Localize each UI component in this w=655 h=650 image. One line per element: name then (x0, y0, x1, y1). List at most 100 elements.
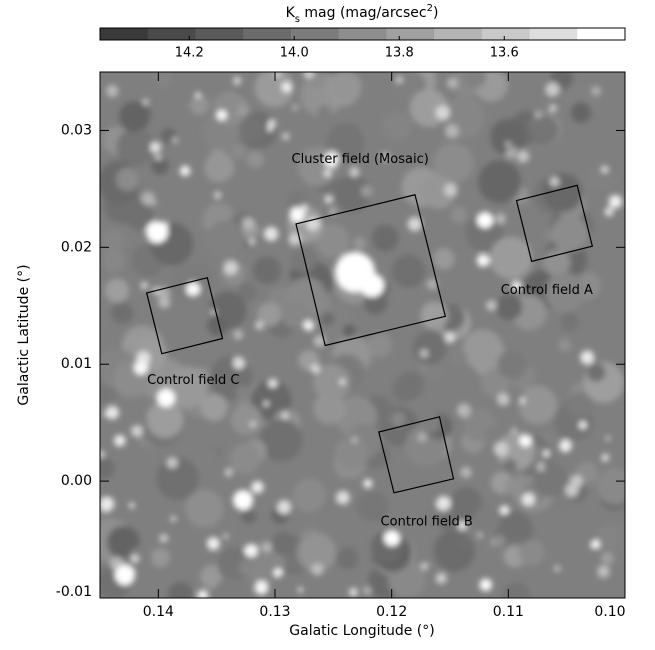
star (131, 425, 143, 437)
star (407, 216, 422, 232)
star (166, 457, 178, 469)
x-tick-label: 0.11 (493, 604, 524, 620)
colorbar-swatch (100, 28, 149, 40)
star (339, 379, 345, 385)
texture-blob (231, 404, 262, 436)
star (495, 213, 506, 225)
bright-star (233, 490, 253, 510)
texture-blob (558, 338, 572, 352)
colorbar-title-part: ) (433, 5, 438, 21)
bright-star (477, 212, 493, 228)
texture-blob (449, 349, 468, 368)
star (113, 434, 126, 447)
texture-blob (290, 247, 317, 274)
star (426, 278, 438, 290)
texture-blob (356, 490, 389, 523)
texture-blob (238, 559, 256, 577)
y-tick-label: 0.00 (61, 473, 92, 489)
texture-blob (313, 392, 346, 425)
star (445, 333, 455, 343)
texture-blob (104, 278, 129, 303)
texture-blob (115, 167, 140, 192)
colorbar-frame (99, 27, 626, 41)
texture-blob (518, 539, 545, 566)
texture-blob (391, 254, 425, 288)
star (549, 176, 560, 187)
texture-blob (230, 144, 246, 160)
colorbar-tick-label: 14.0 (280, 46, 309, 61)
star (519, 434, 532, 447)
star (186, 282, 201, 297)
bright-star (384, 530, 400, 546)
y-axis-label: Galactic Latitude (°) (16, 264, 32, 405)
star (336, 490, 350, 505)
texture-blob (156, 457, 199, 500)
y-tick-label: -0.01 (56, 584, 92, 600)
texture-blob (330, 72, 362, 102)
texture-blob (128, 546, 153, 570)
star (303, 72, 314, 79)
star (328, 207, 337, 216)
star (579, 421, 587, 429)
star (608, 195, 623, 209)
texture-blob (146, 400, 184, 438)
colorbar-tick-label: 13.6 (490, 46, 519, 61)
texture-blob (237, 282, 257, 302)
texture-blob (533, 446, 550, 463)
texture-blob (464, 72, 487, 88)
star (303, 320, 315, 331)
star (223, 260, 238, 275)
star (554, 565, 561, 572)
star (291, 104, 299, 111)
star (232, 76, 242, 85)
star (457, 403, 471, 418)
colorbar-swatch (434, 28, 483, 40)
star (380, 151, 391, 162)
star (216, 110, 227, 121)
texture-blob (478, 160, 522, 204)
star (511, 427, 517, 434)
texture-blob (543, 248, 571, 277)
star (516, 150, 530, 163)
texture-blob (168, 581, 193, 598)
texture-blob (496, 294, 523, 321)
colorbar-title-part: 2 (427, 3, 433, 14)
texture-blob (433, 530, 475, 572)
texture-blob (426, 364, 443, 380)
texture-blob (551, 215, 589, 253)
star (590, 539, 600, 550)
x-tick-label: 0.14 (143, 604, 174, 620)
star (282, 132, 290, 141)
y-tick-label: 0.01 (61, 356, 92, 372)
star (545, 82, 560, 97)
x-tick-label: 0.13 (259, 604, 290, 620)
colorbar-swatch (386, 28, 435, 40)
texture-blob (367, 332, 393, 358)
star (267, 119, 276, 128)
star (511, 146, 518, 152)
texture-blob (207, 315, 228, 336)
star (157, 286, 170, 300)
texture-blob (119, 101, 150, 132)
texture-blob (449, 486, 483, 520)
texture-blob (150, 547, 171, 568)
star (536, 462, 546, 472)
star (214, 191, 222, 199)
star (311, 563, 324, 576)
star (288, 233, 301, 246)
star (519, 398, 525, 404)
texture-blob (450, 206, 468, 224)
star (273, 568, 283, 577)
star (511, 281, 522, 291)
star (310, 363, 321, 374)
texture-blob (342, 324, 356, 338)
star (128, 502, 135, 509)
texture-blob (382, 111, 411, 141)
x-tick-label: 0.12 (376, 604, 407, 620)
star (159, 533, 169, 543)
star (534, 111, 542, 118)
texture-blob (353, 237, 366, 250)
texture-blob (518, 385, 558, 425)
star (591, 85, 602, 96)
texture-blob (206, 221, 246, 261)
